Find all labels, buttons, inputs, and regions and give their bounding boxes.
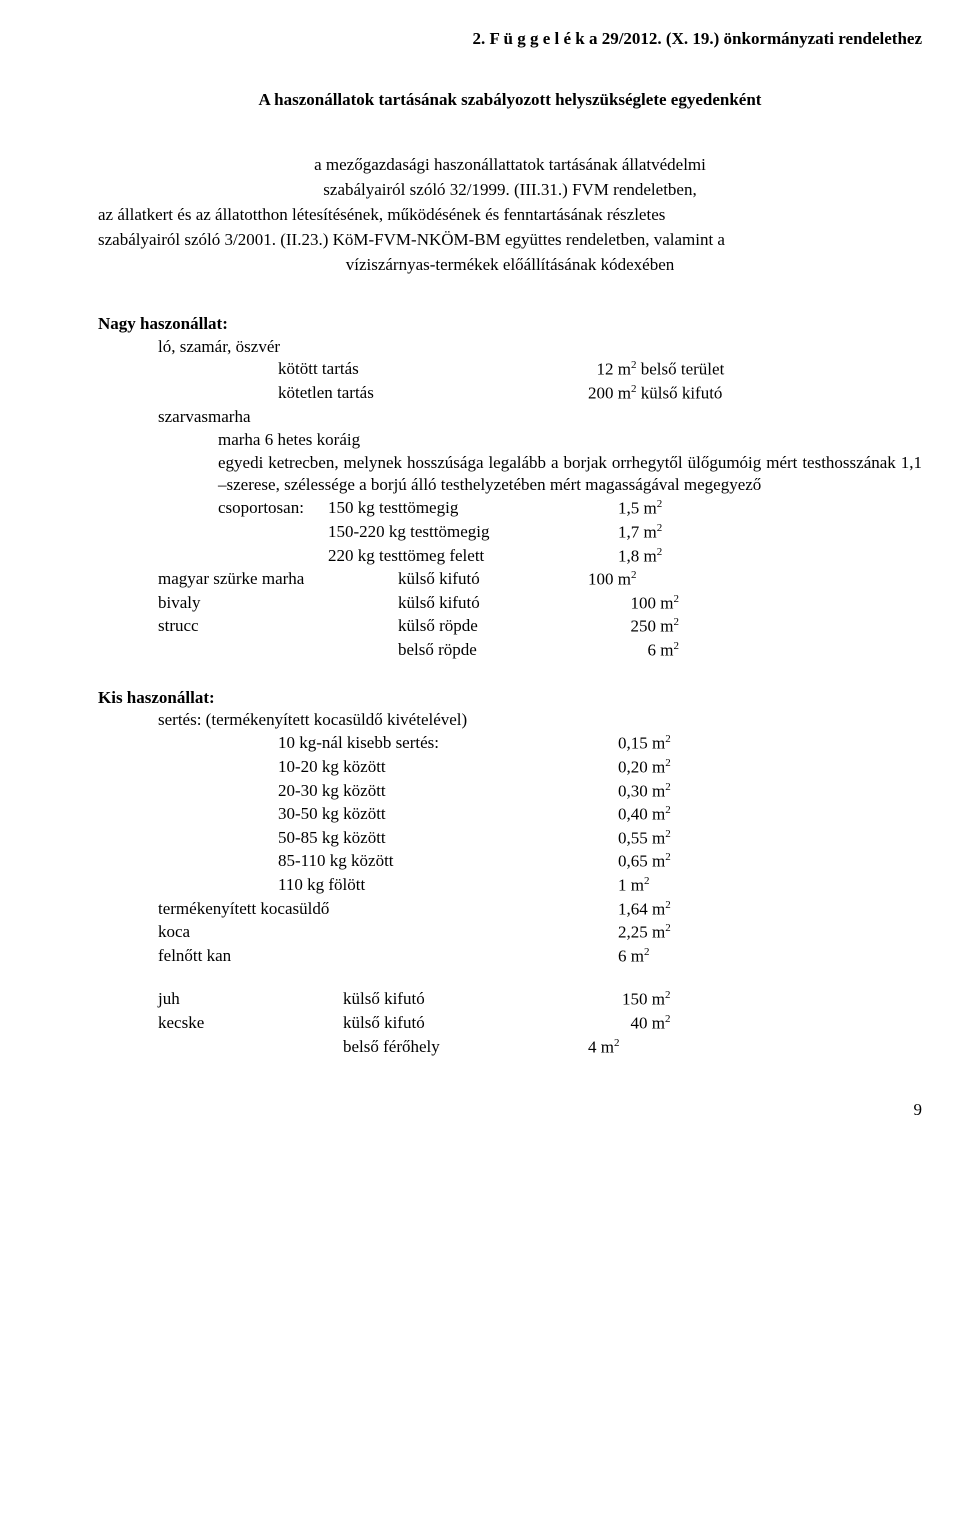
- item-lo: ló, szamár, öszvér: [98, 336, 922, 359]
- cell: 1 m2: [618, 874, 918, 898]
- page-number: 9: [98, 1099, 922, 1122]
- intro-line: víziszárnyas-termékek előállításának kód…: [98, 254, 922, 277]
- cell: 1,7 m2: [618, 521, 918, 545]
- row-kotetlen: kötetlen tartás 200 m2 külső kifutó: [98, 382, 922, 406]
- appendix-title: 2. F ü g g e l é k a 29/2012. (X. 19.) ö…: [98, 28, 922, 51]
- row-kecske2: belső férőhely 4 m2: [98, 1036, 922, 1060]
- cell: 20-30 kg között: [98, 780, 618, 804]
- row-sertes-5: 85-110 kg között 0,65 m2: [98, 850, 922, 874]
- cell: 150 m2: [588, 988, 918, 1012]
- intro-line: az állatkert és az állatotthon létesítés…: [98, 204, 922, 227]
- cell: 4 m2: [588, 1036, 918, 1060]
- section-nagy-label: Nagy haszonállat:: [98, 313, 922, 336]
- cell: 40 m2: [588, 1012, 918, 1036]
- cell: 110 kg fölött: [98, 874, 618, 898]
- cell: juh: [98, 988, 343, 1012]
- row-strucc: strucc külső röpde 250 m2: [98, 615, 922, 639]
- cell: külső kifutó: [398, 592, 588, 616]
- cell: 50-85 kg között: [98, 827, 618, 851]
- cell: 1,5 m2: [618, 497, 918, 521]
- row-bivaly: bivaly külső kifutó 100 m2: [98, 592, 922, 616]
- cell: strucc: [98, 615, 398, 639]
- cell: külső kifutó: [343, 988, 588, 1012]
- cell: csoportosan:: [98, 497, 328, 521]
- row-juh: juh külső kifutó 150 m2: [98, 988, 922, 1012]
- row-sertes-2: 20-30 kg között 0,30 m2: [98, 780, 922, 804]
- cell: kecske: [98, 1012, 343, 1036]
- row-sertes-0: 10 kg-nál kisebb sertés: 0,15 m2: [98, 732, 922, 756]
- cell: 6 m2: [588, 639, 908, 663]
- cell: belső férőhely: [343, 1036, 588, 1060]
- intro-block: a mezőgazdasági haszonállattatok tartásá…: [98, 154, 922, 277]
- cell: [98, 639, 398, 663]
- row-koca: koca 2,25 m2: [98, 921, 922, 945]
- cell: 150 kg testtömegig: [328, 497, 618, 521]
- row-strucc2: belső röpde 6 m2: [98, 639, 922, 663]
- cell: 0,20 m2: [618, 756, 918, 780]
- row-kecske: kecske külső kifutó 40 m2: [98, 1012, 922, 1036]
- row-sertes-3: 30-50 kg között 0,40 m2: [98, 803, 922, 827]
- row-kotott: kötött tartás 12 m2 belső terület: [98, 358, 922, 382]
- cell: bivaly: [98, 592, 398, 616]
- cell: kötetlen tartás: [98, 382, 588, 406]
- cell: 6 m2: [618, 945, 918, 969]
- cell: külső kifutó: [343, 1012, 588, 1036]
- cell: 0,30 m2: [618, 780, 918, 804]
- cell: [98, 1036, 343, 1060]
- section-kis-label: Kis haszonállat:: [98, 687, 922, 710]
- cell: 200 m2 külső kifutó: [588, 382, 908, 406]
- row-csop-3: 220 kg testtömeg felett 1,8 m2: [98, 545, 922, 569]
- cell: 12 m2 belső terület: [588, 358, 908, 382]
- intro-line: szabályairól szóló 3/2001. (II.23.) KöM-…: [98, 229, 922, 252]
- paragraph-egyedi: egyedi ketrecben, melynek hosszúsága leg…: [98, 452, 922, 498]
- row-mszm: magyar szürke marha külső kifutó 100 m2: [98, 568, 922, 592]
- document-subtitle: A haszonállatok tartásának szabályozott …: [98, 89, 922, 112]
- row-sertes-4: 50-85 kg között 0,55 m2: [98, 827, 922, 851]
- row-csop-1: csoportosan: 150 kg testtömegig 1,5 m2: [98, 497, 922, 521]
- cell: magyar szürke marha: [98, 568, 398, 592]
- cell: belső röpde: [398, 639, 588, 663]
- item-marha6: marha 6 hetes koráig: [98, 429, 922, 452]
- cell: külső kifutó: [398, 568, 588, 592]
- cell: 220 kg testtömeg felett: [98, 545, 618, 569]
- cell: 1,8 m2: [618, 545, 918, 569]
- row-sertes-1: 10-20 kg között 0,20 m2: [98, 756, 922, 780]
- item-szarvasmarha: szarvasmarha: [98, 406, 922, 429]
- row-tk: termékenyített kocasüldő 1,64 m2: [98, 898, 922, 922]
- item-sertes: sertés: (termékenyített kocasüldő kivéte…: [98, 709, 922, 732]
- row-sertes-6: 110 kg fölött 1 m2: [98, 874, 922, 898]
- cell: 10-20 kg között: [98, 756, 618, 780]
- cell: 250 m2: [588, 615, 908, 639]
- cell: 85-110 kg között: [98, 850, 618, 874]
- cell: 0,15 m2: [618, 732, 918, 756]
- cell: 150-220 kg testtömegig: [98, 521, 618, 545]
- intro-line: szabályairól szóló 32/1999. (III.31.) FV…: [98, 179, 922, 202]
- cell: 2,25 m2: [618, 921, 918, 945]
- cell: 0,40 m2: [618, 803, 918, 827]
- row-kan: felnőtt kan 6 m2: [98, 945, 922, 969]
- cell: kötött tartás: [98, 358, 588, 382]
- cell: 100 m2: [588, 568, 908, 592]
- cell: külső röpde: [398, 615, 588, 639]
- intro-line: a mezőgazdasági haszonállattatok tartásá…: [98, 154, 922, 177]
- row-csop-2: 150-220 kg testtömegig 1,7 m2: [98, 521, 922, 545]
- cell: 10 kg-nál kisebb sertés:: [98, 732, 618, 756]
- cell: felnőtt kan: [98, 945, 618, 969]
- cell: 30-50 kg között: [98, 803, 618, 827]
- cell: 100 m2: [588, 592, 908, 616]
- cell: koca: [98, 921, 618, 945]
- cell: termékenyített kocasüldő: [98, 898, 618, 922]
- cell: 0,55 m2: [618, 827, 918, 851]
- cell: 1,64 m2: [618, 898, 918, 922]
- cell: 0,65 m2: [618, 850, 918, 874]
